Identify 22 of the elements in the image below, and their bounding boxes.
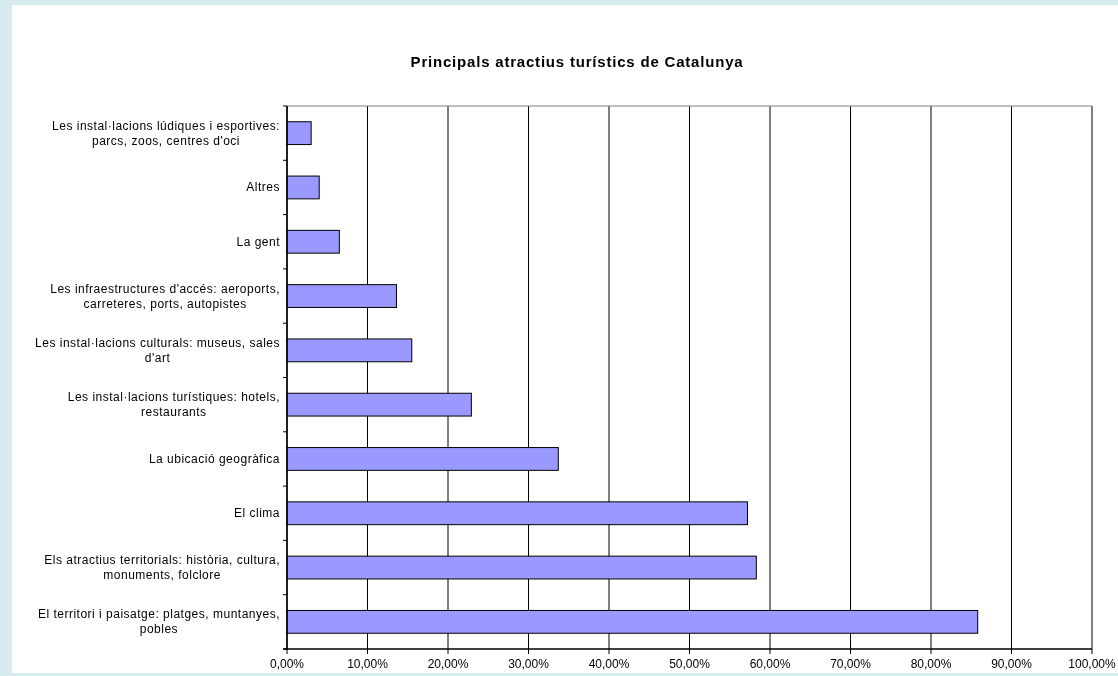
x-tick-label: 20,00%	[427, 657, 469, 671]
x-tick-label: 50,00%	[669, 657, 711, 671]
y-tick-label: Les instal·lacions lúdiques i esportives: parcs, zoos, centres d'oci	[52, 118, 281, 148]
y-tick-label: El territori i paisatge: platges, muntanyes, pobles	[37, 607, 280, 637]
x-tick-label: 40,00%	[588, 657, 630, 671]
x-tick-label: 10,00%	[347, 657, 389, 671]
x-tick-label: 30,00%	[508, 657, 550, 671]
y-tick-label: Altres	[246, 180, 281, 195]
y-tick-label: Les instal·lacions culturals: museus, sales d'art	[35, 335, 280, 365]
y-tick-label: La gent	[236, 234, 281, 249]
x-tick-label: 60,00%	[749, 657, 791, 671]
x-tick-label: 100,00%	[1068, 657, 1117, 671]
y-tick-label: Els atractius territorials: història, cultura, monuments, folclore	[44, 553, 281, 583]
x-tick-label: 80,00%	[910, 657, 952, 671]
x-tick-label: 90,00%	[991, 657, 1033, 671]
y-tick-label: La ubicació geogràfica	[148, 451, 281, 466]
y-tick-label: Les infraestructures d'accés: aeroports, carreteres, ports, autopistes	[50, 281, 280, 311]
y-tick-label: Les instal·lacions turístiques: hotels, restaurants	[67, 390, 280, 420]
y-tick-label: El clima	[233, 506, 280, 521]
chart-title: Principals atractius turístics de Catalunya	[410, 53, 744, 70]
x-tick-label: 70,00%	[830, 657, 872, 671]
x-tick-label: 0,00%	[269, 657, 305, 671]
